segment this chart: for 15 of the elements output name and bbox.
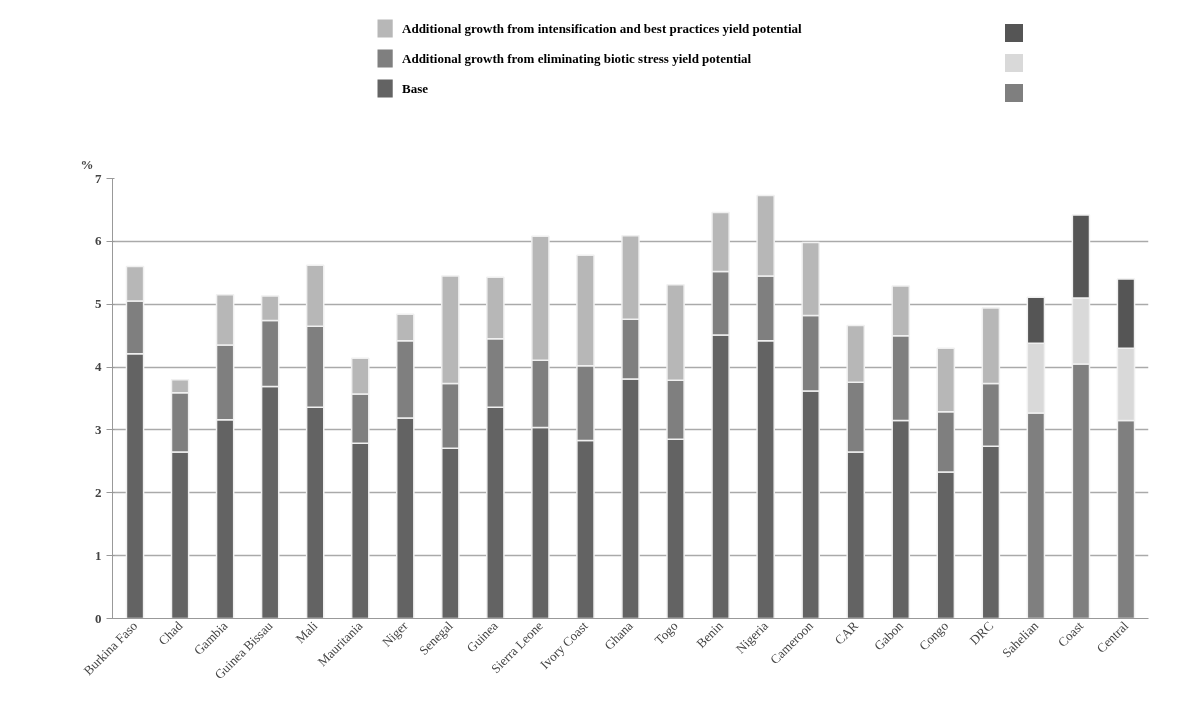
y-tick-label: 1 bbox=[95, 547, 102, 563]
legend-label: Additional growth from eliminating biotic stress yield potential bbox=[402, 51, 752, 66]
y-tick-label: 2 bbox=[95, 484, 102, 500]
y-tick-label: 5 bbox=[95, 296, 102, 312]
legend-label: Base bbox=[402, 81, 429, 96]
y-tick-label: 6 bbox=[95, 233, 102, 249]
legend-label: Additional growth from intensification and best practices yield potential bbox=[402, 21, 803, 36]
x-tick-label: CAR bbox=[831, 617, 862, 648]
y-tick-label: 4 bbox=[95, 359, 102, 375]
y-tick-label: 0 bbox=[95, 610, 102, 626]
x-tick-label: Mali bbox=[292, 617, 321, 647]
x-tick-label: Togo bbox=[651, 618, 681, 648]
y-axis-title: % bbox=[80, 156, 94, 172]
y-tick-label: 3 bbox=[95, 421, 102, 437]
y-tick-label: 7 bbox=[95, 170, 102, 186]
